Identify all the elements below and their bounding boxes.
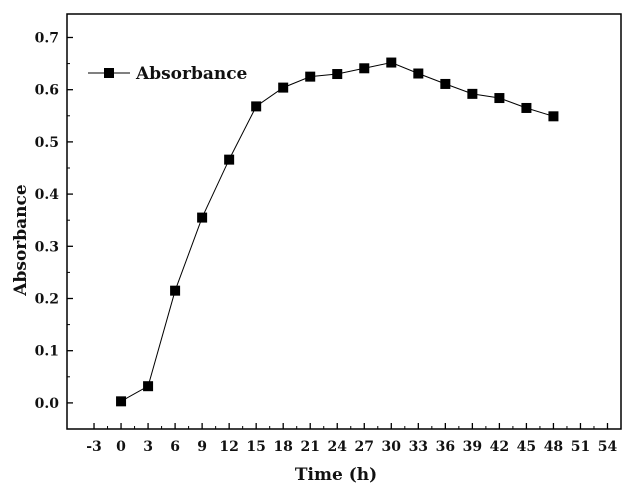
x-axis-title: Time (h) xyxy=(295,465,377,484)
y-tick-label: 0.7 xyxy=(35,30,59,46)
y-tick-label: 0.4 xyxy=(35,187,60,203)
data-point xyxy=(332,69,343,80)
data-point xyxy=(143,381,154,392)
y-tick-label: 0.0 xyxy=(35,396,60,412)
series-layer xyxy=(116,57,559,407)
data-point xyxy=(170,285,181,296)
data-point xyxy=(548,111,559,122)
x-tick-label: 12 xyxy=(219,439,238,455)
x-tick-label: 30 xyxy=(382,439,402,455)
data-point xyxy=(440,78,451,89)
x-tick-label: 36 xyxy=(436,439,455,455)
x-tick-label: 6 xyxy=(170,439,180,455)
x-tick-label: 9 xyxy=(197,439,207,455)
data-point xyxy=(197,212,208,223)
x-tick-label: 3 xyxy=(143,439,153,455)
data-point xyxy=(116,396,127,407)
data-point xyxy=(251,101,262,112)
y-tick-label: 0.6 xyxy=(35,83,59,99)
legend-label: Absorbance xyxy=(135,64,248,84)
x-tick-label: 48 xyxy=(544,439,563,455)
y-tick-label: 0.3 xyxy=(35,239,59,255)
x-tick-label: 39 xyxy=(463,439,482,455)
data-point xyxy=(386,57,397,68)
x-tick-label: 21 xyxy=(300,439,319,455)
x-tick-label: 33 xyxy=(409,439,428,455)
legend-marker xyxy=(104,68,114,78)
data-point xyxy=(278,82,289,93)
x-tick-label: 0 xyxy=(116,439,126,455)
plot-frame xyxy=(66,13,622,430)
data-point xyxy=(521,102,532,113)
y-axis-title: Absorbance xyxy=(11,184,31,297)
data-point xyxy=(494,93,505,104)
x-tick-label: 24 xyxy=(328,439,348,455)
x-tick-label: 15 xyxy=(246,439,265,455)
y-tick-label: 0.1 xyxy=(35,344,59,360)
x-tick-label: -3 xyxy=(86,439,102,455)
x-tick-label: 18 xyxy=(273,439,292,455)
x-tick-label: 51 xyxy=(571,439,590,455)
y-axis-ticks: 0.0 0.1 0.2 0.3 0.4 0.5 0.6 0.7 xyxy=(35,30,73,412)
legend: Absorbance xyxy=(88,64,248,84)
y-tick-label: 0.5 xyxy=(35,135,59,151)
x-tick-label: 42 xyxy=(490,439,509,455)
x-axis-ticks: -3 0 3 6 9 12 15 18 21 24 27 30 33 36 39 42 45 48 51 54 xyxy=(86,423,617,455)
series-line xyxy=(120,61,554,402)
x-tick-label: 54 xyxy=(598,439,618,455)
y-tick-label: 0.2 xyxy=(35,291,59,307)
data-point xyxy=(413,68,424,79)
x-tick-label: 45 xyxy=(517,439,536,455)
data-point xyxy=(224,154,235,165)
data-point xyxy=(305,71,316,82)
data-point xyxy=(359,63,370,74)
x-tick-label: 27 xyxy=(355,439,374,455)
data-point xyxy=(467,88,478,99)
